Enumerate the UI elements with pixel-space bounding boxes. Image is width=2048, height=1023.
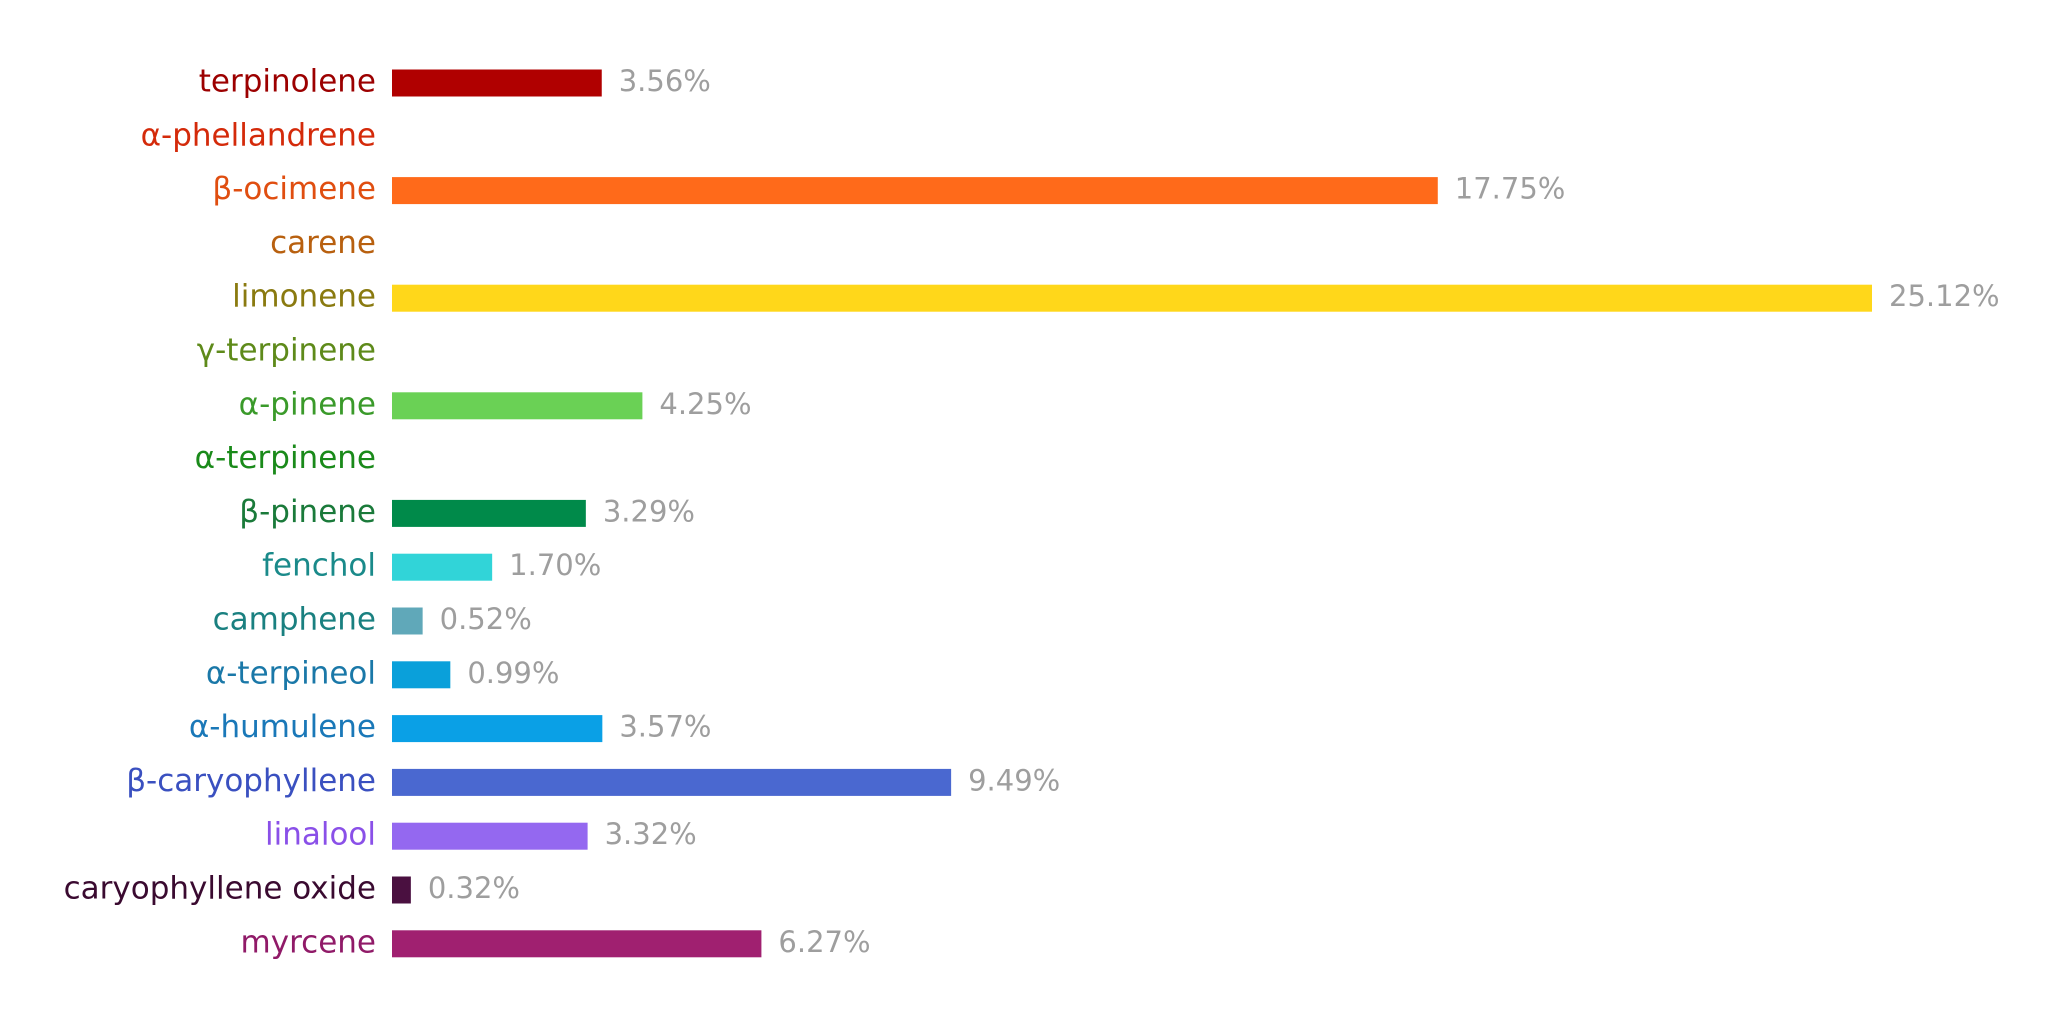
category-label: myrcene [241,924,376,960]
bar [392,392,643,420]
value-label: 0.52% [440,602,532,636]
value-label: 9.49% [968,763,1060,797]
category-label: α-humulene [189,709,376,745]
bar [392,284,1872,312]
bar [392,876,411,904]
value-label: 25.12% [1889,279,2000,313]
value-label: 3.29% [603,494,695,528]
category-label: terpinolene [199,64,376,100]
value-label: 6.27% [778,925,870,959]
bar [392,822,588,850]
value-label: 1.70% [509,548,601,582]
bar [392,499,586,527]
bar [392,69,602,97]
bar [392,715,603,743]
category-label: β-pinene [239,494,376,530]
value-label: 0.99% [467,656,559,690]
bar [392,177,1438,205]
category-label: α-terpineol [206,655,376,691]
bar [392,553,493,581]
category-label: linalool [265,817,376,853]
category-label: limonene [232,279,376,315]
value-label: 3.56% [619,64,711,98]
value-label: 0.32% [428,871,520,905]
bar [392,607,423,635]
bar [392,661,451,689]
value-label: 4.25% [659,387,751,421]
category-label: β-caryophyllene [126,763,376,799]
category-label: γ-terpinene [197,333,376,369]
category-label: camphene [213,602,376,638]
value-label: 17.75% [1455,172,1566,206]
category-label: α-pinene [239,386,376,422]
category-label: fenchol [262,548,376,584]
value-label: 3.32% [605,817,697,851]
category-label: carene [270,225,376,261]
bar [392,930,762,958]
category-label: α-phellandrene [141,117,376,153]
category-label: β-ocimene [212,171,376,207]
category-label: α-terpinene [195,440,376,476]
category-label: caryophyllene oxide [64,871,376,907]
bar [392,768,952,796]
value-label: 3.57% [619,710,711,744]
